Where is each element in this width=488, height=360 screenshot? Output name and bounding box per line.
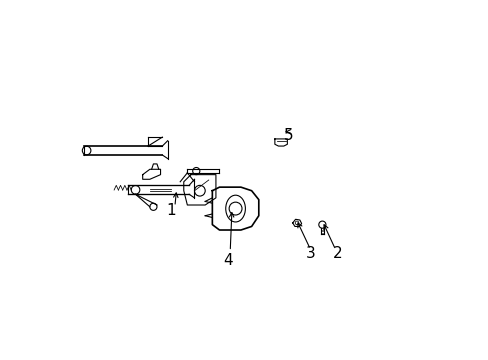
Text: 1: 1 [166,203,176,218]
Text: 5: 5 [284,128,293,143]
Text: 2: 2 [332,246,342,261]
Text: 4: 4 [223,253,233,268]
Text: 3: 3 [305,246,315,261]
